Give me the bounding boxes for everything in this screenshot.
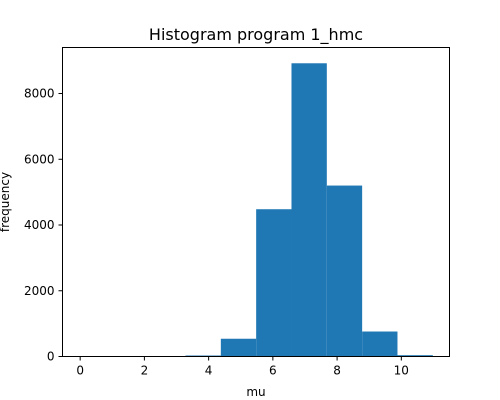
histogram-bar-6 [256, 209, 291, 356]
histogram-bar-5 [221, 339, 256, 357]
y-axis-ticks: 0 2000 4000 6000 8000 [24, 87, 63, 364]
y-tick-label: 2000 [24, 284, 55, 298]
x-tick-label: 6 [269, 364, 277, 378]
x-axis-ticks: 0 2 4 6 8 10 [76, 357, 409, 378]
histogram-bars [150, 63, 433, 356]
plot-frame [63, 48, 450, 357]
y-tick-label: 6000 [24, 152, 55, 166]
y-axis-label: frequency [0, 172, 12, 232]
x-axis-label: mu [246, 385, 265, 399]
histogram-bar-8 [327, 186, 362, 357]
histogram-bar-9 [362, 332, 397, 357]
y-tick-label: 0 [47, 350, 55, 364]
x-tick-label: 0 [76, 364, 84, 378]
x-tick-label: 10 [394, 364, 409, 378]
x-tick-label: 4 [205, 364, 213, 378]
x-tick-label: 8 [333, 364, 341, 378]
chart-title: Histogram program 1_hmc [149, 25, 363, 45]
y-tick-label: 8000 [24, 87, 55, 101]
x-tick-label: 2 [141, 364, 149, 378]
histogram-bar-7 [291, 63, 326, 356]
y-tick-label: 4000 [24, 218, 55, 232]
